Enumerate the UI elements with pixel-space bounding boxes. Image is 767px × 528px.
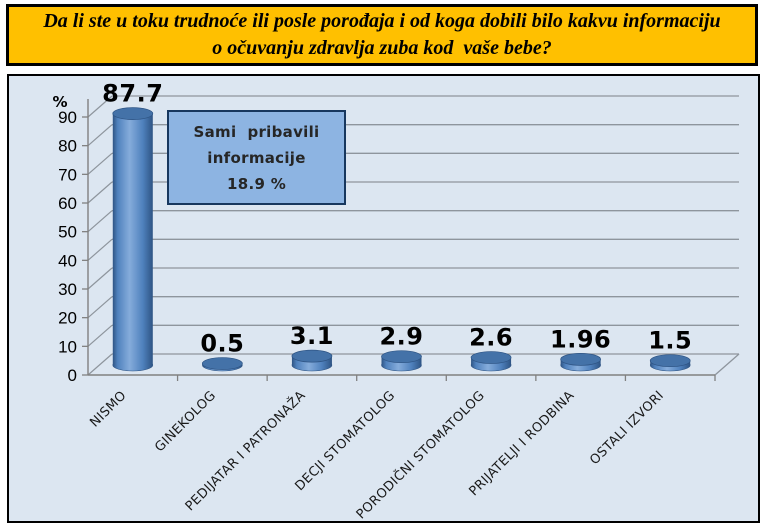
- y-tick-label: 20: [58, 309, 77, 328]
- bar-top-face: [381, 350, 422, 364]
- callout-box: Sami pribavili informacije 18.9 %: [167, 110, 346, 205]
- y-tick-label: 60: [58, 194, 77, 213]
- question-title-line1: Da li ste u toku trudnoće ili posle poro…: [43, 10, 721, 32]
- floor-right-edge: [714, 353, 740, 376]
- y-grid-connector: [87, 124, 113, 147]
- bar-cylinder: [470, 351, 512, 372]
- y-tick-label: 10: [58, 337, 77, 356]
- category-label: PRIJATELJI I RODBINA: [466, 388, 577, 499]
- y-grid-connector: [87, 296, 113, 319]
- y-tick-label: 0: [68, 366, 77, 385]
- y-tick-label: 50: [58, 223, 77, 242]
- bar-top-face: [291, 349, 333, 363]
- callout-line3: 18.9 %: [226, 174, 287, 193]
- question-title-line2: o očuvanju zdravlja zuba kod vaše bebe?: [212, 37, 552, 59]
- bar-top-face: [470, 351, 512, 364]
- bar-cylinder: [291, 349, 333, 372]
- y-grid-connector: [87, 267, 113, 290]
- bar-cylinder: [649, 354, 691, 372]
- callout-line1: Sami pribavili: [193, 122, 320, 141]
- callout-line2: informacije: [207, 148, 306, 167]
- chart-panel: 0 10 20 30 40 50 60 70 80 90% 87.7 0.5 3.1 2.9 2.6 1.96…: [7, 74, 760, 523]
- category-label: NISMO: [87, 388, 129, 430]
- bar-value-label: 2.9: [379, 323, 423, 351]
- bar-value-label: 1.96: [550, 325, 611, 353]
- category-label: GINEKOLOG: [152, 388, 219, 455]
- y-grid-connector: [87, 210, 113, 233]
- bar-value-label: 2.6: [469, 324, 513, 352]
- bar-value-label: 0.5: [200, 330, 244, 358]
- y-grid-connector: [87, 324, 113, 347]
- bar-value-label: 87.7: [102, 80, 163, 108]
- y-grid-connector: [87, 238, 113, 261]
- bar-value-label: 3.1: [290, 322, 334, 350]
- bar-body: [112, 113, 153, 365]
- y-tick-label: 40: [58, 251, 77, 270]
- question-title-banner: Da li ste u toku trudnoće ili posle poro…: [6, 4, 758, 66]
- bar-top-face: [112, 107, 154, 120]
- y-grid-connector: [87, 95, 113, 118]
- cylinder-bar-chart: 0 10 20 30 40 50 60 70 80 90% 87.7 0.5 3.1 2.9 2.6 1.96…: [52, 80, 740, 521]
- category-label: OSTALI IZVORI: [587, 388, 667, 468]
- bar-cylinder: [381, 350, 422, 372]
- floor-left-edge: [87, 353, 113, 376]
- y-tick-label: 70: [58, 165, 77, 184]
- y-grid-connector: [87, 181, 113, 204]
- bar-cylinder: [112, 107, 154, 372]
- y-grid-connector: [87, 152, 113, 175]
- y-axis-unit-label: %: [52, 93, 67, 111]
- category-label: DECJI STOMATOLOG: [292, 388, 398, 494]
- bar-top-face: [649, 354, 691, 368]
- bar-value-label: 1.5: [648, 327, 692, 355]
- y-tick-label: 90: [58, 108, 77, 127]
- bar-top-face: [560, 353, 601, 366]
- bar-cylinder: [202, 357, 243, 372]
- bar-top-face: [202, 357, 243, 370]
- y-tick-label: 30: [58, 280, 77, 299]
- bar-cylinder: [560, 353, 601, 372]
- y-tick-label: 80: [58, 137, 77, 156]
